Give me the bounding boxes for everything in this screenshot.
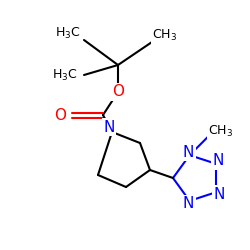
Text: N: N bbox=[183, 196, 194, 211]
Text: N: N bbox=[183, 145, 194, 160]
Text: CH$_3$: CH$_3$ bbox=[152, 28, 178, 42]
Text: O: O bbox=[54, 108, 66, 122]
Text: O: O bbox=[112, 84, 124, 100]
Text: CH$_3$: CH$_3$ bbox=[208, 124, 233, 139]
Text: N: N bbox=[213, 154, 224, 168]
Text: N: N bbox=[103, 120, 115, 134]
Text: H$_3$C: H$_3$C bbox=[52, 68, 78, 82]
Text: H$_3$C: H$_3$C bbox=[55, 26, 81, 40]
Text: N: N bbox=[214, 186, 225, 202]
